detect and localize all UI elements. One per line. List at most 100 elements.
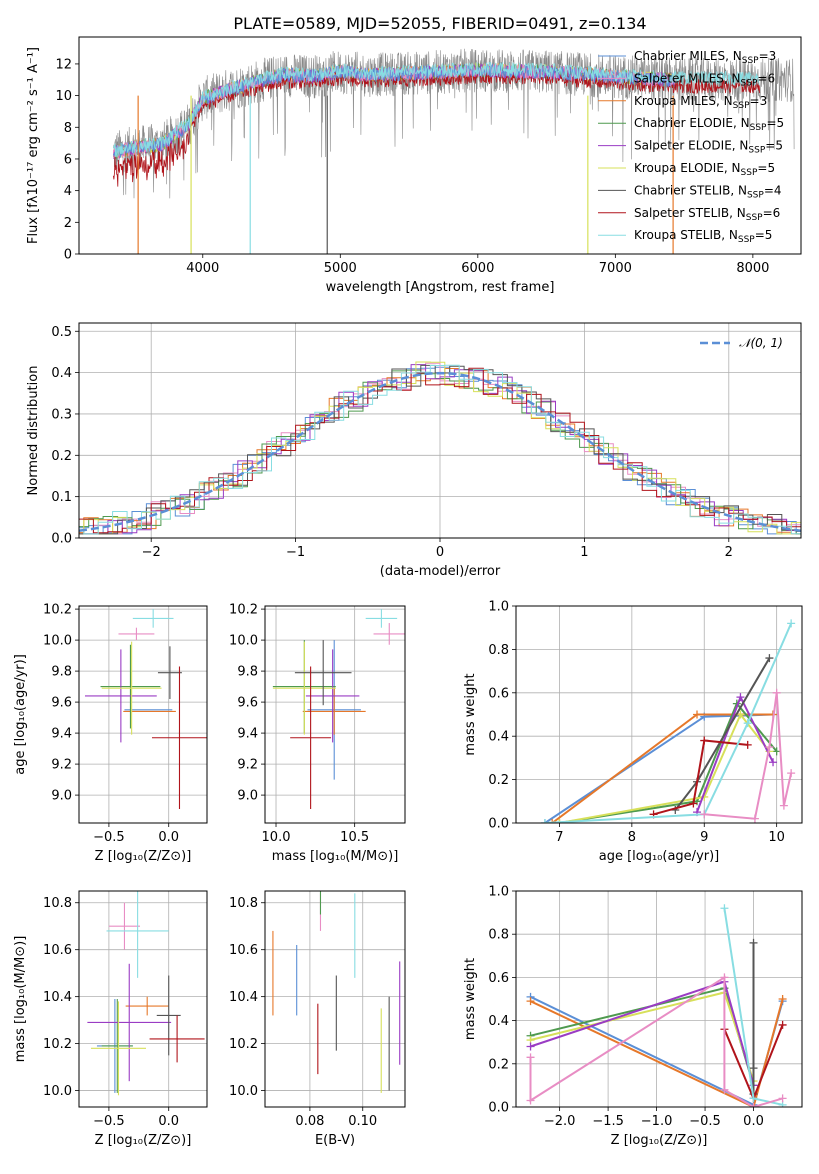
weight_vs_age-series-ce bbox=[559, 701, 778, 823]
age_vs_Z-point-5 bbox=[101, 641, 162, 735]
spectrum-xtick-label-3: 7000 bbox=[599, 261, 632, 276]
spectrum-title: PLATE=0589, MJD=52055, FIBERID=0491, z=0… bbox=[233, 14, 646, 33]
age_vs_mass-xtick-label-1: 10.5 bbox=[340, 830, 369, 845]
age_vs_Z-point-1 bbox=[118, 627, 155, 641]
age_vs_mass-point-8 bbox=[365, 609, 398, 628]
age_vs_mass-xlabel: mass [log₁₀(M/M⊙)] bbox=[272, 849, 399, 864]
weight_vs_age-series-ss-marker-3 bbox=[743, 740, 752, 749]
weight_vs_Z-series-sm-marker-5 bbox=[778, 1094, 787, 1103]
mass_vs_EBV-ytick-label-1: 10.2 bbox=[229, 1037, 258, 1052]
weight_vs_Z-xtick-label-0: −2.0 bbox=[544, 1114, 576, 1129]
weight_vs_age-series-ks-marker-3 bbox=[787, 619, 796, 628]
age_vs_mass-ytick-label-2: 9.4 bbox=[237, 727, 258, 742]
residuals-legend: 𝒩(0, 1) bbox=[700, 336, 783, 350]
residuals-ytick-label-0: 0.0 bbox=[51, 532, 72, 547]
age_vs_mass-frame bbox=[264, 605, 406, 824]
weight_vs_age-plot-area bbox=[540, 619, 796, 823]
mass_vs_EBV-ytick-label-0: 10.0 bbox=[229, 1084, 258, 1099]
mass_vs_Z-point-4 bbox=[87, 963, 172, 1082]
weight_vs_Z-ytick-label-1: 0.2 bbox=[488, 1057, 509, 1072]
spectrum-plot-area bbox=[113, 48, 795, 254]
age_vs_Z-plot-area bbox=[84, 609, 207, 810]
spectrum-legend-label-2: Kroupa MILES, NSSP=3 bbox=[634, 94, 767, 111]
spectrum-xtick-label-1: 5000 bbox=[324, 261, 357, 276]
weight_vs_age-series-ke-marker-0 bbox=[555, 819, 564, 823]
mass_vs_Z-point-8 bbox=[106, 891, 169, 978]
weight_vs_Z-ytick-label-5: 1.0 bbox=[488, 885, 509, 900]
age_vs_mass-ytick-label-3: 9.6 bbox=[237, 696, 258, 711]
weight_vs_age-series-sm-marker-3 bbox=[772, 688, 781, 697]
mass_vs_Z-point-7 bbox=[149, 1015, 205, 1063]
residuals-ytick-label-1: 0.1 bbox=[51, 490, 72, 505]
age_vs_Z-ytick-label-1: 9.2 bbox=[51, 758, 72, 773]
mass_vs_EBV-ytick-label-3: 10.6 bbox=[229, 943, 258, 958]
age_vs_mass-xtick-label-0: 10.0 bbox=[262, 830, 291, 845]
age_vs_Z-xlabel: Z [log₁₀(Z/Z⊙)] bbox=[95, 849, 192, 864]
spectrum-legend-label-3: Chabrier ELODIE, NSSP=5 bbox=[634, 116, 784, 133]
weight_vs_age-series-ks-marker-0 bbox=[540, 819, 549, 823]
spectrum-legend-label-7: Salpeter STELIB, NSSP=6 bbox=[634, 206, 780, 223]
spectrum-ytick-label-6: 12 bbox=[55, 57, 72, 72]
mass_vs_Z-point-1 bbox=[108, 902, 141, 950]
spectrum-axes: 4000 5000 6000 7000 8000 0 2 4 6 8 10 12 wavelength … bbox=[26, 14, 802, 295]
weight_vs_Z-series-sm-marker-3 bbox=[720, 1085, 729, 1094]
spectrum-series-ks bbox=[113, 61, 760, 158]
age_vs_Z-point-3 bbox=[100, 644, 161, 729]
spectrum-ytick-label-4: 8 bbox=[64, 121, 72, 136]
weight_vs_age-series-km-marker-1 bbox=[693, 710, 702, 719]
residuals-xtick-label-0: −2 bbox=[142, 545, 161, 560]
weight_vs_age-xtick-label-0: 7 bbox=[555, 830, 563, 845]
mass_vs_Z-frame bbox=[78, 890, 208, 1108]
weight_vs_age-series-ke bbox=[559, 712, 771, 823]
residuals-histogram-ss bbox=[79, 367, 801, 534]
spectrum-ytick-label-0: 0 bbox=[64, 248, 72, 263]
weight_vs_Z-series-ke bbox=[530, 991, 755, 1082]
mass_vs_Z-plot-area bbox=[87, 891, 205, 1096]
residuals-ytick-label-2: 0.2 bbox=[51, 449, 72, 464]
weight_vs_age-series-km-marker-0 bbox=[548, 819, 557, 823]
age_vs_mass-point-5 bbox=[272, 641, 336, 735]
weight_vs_Z-ylabel: mass weight bbox=[463, 958, 478, 1040]
mass_vs_Z-xlabel: Z [log₁₀(Z/Z⊙)] bbox=[95, 1133, 192, 1148]
mass_vs_Z-ylabel: mass [log₁₀(M/M⊙)] bbox=[13, 936, 28, 1063]
mass_vs_EBV-xlabel: E(B-V) bbox=[315, 1133, 355, 1148]
weight_vs_age-series-sm-marker-0 bbox=[700, 810, 709, 819]
age_vs_Z-ytick-label-4: 9.8 bbox=[51, 665, 72, 680]
residuals-plot-area bbox=[79, 361, 801, 535]
weight_vs_age-ytick-label-3: 0.6 bbox=[488, 686, 509, 701]
spectrum-ytick-label-3: 6 bbox=[64, 152, 72, 167]
weight_vs_age-xtick-label-3: 10 bbox=[768, 830, 785, 845]
age_vs_mass-ytick-label-5: 10.0 bbox=[229, 634, 258, 649]
age_vs_mass-point-6 bbox=[294, 640, 352, 706]
mass_vs_Z-point-5 bbox=[90, 1001, 146, 1096]
mass_vs_Z-xtick-label-1: 0.0 bbox=[158, 1114, 179, 1129]
weight_vs_Z-series-sm-marker-2 bbox=[720, 973, 729, 982]
weight_vs_Z-series-se-marker-0 bbox=[526, 1042, 535, 1051]
weight_vs_age-xlabel: age [log₁₀(age/yr)] bbox=[599, 849, 720, 864]
mass_vs_Z-point-2 bbox=[125, 996, 169, 1016]
residuals-xtick-label-2: 0 bbox=[436, 545, 444, 560]
spectrum-ylabel: Flux [fλ10⁻¹⁷ erg cm⁻² s⁻¹ A⁻¹] bbox=[26, 47, 41, 244]
spectrum-legend-label-5: Kroupa ELODIE, NSSP=5 bbox=[634, 161, 775, 178]
weight_vs_age-ytick-label-0: 0.0 bbox=[488, 817, 509, 832]
age_vs_mass-point-2 bbox=[302, 688, 366, 735]
weight_vs_Z-ytick-label-4: 0.8 bbox=[488, 928, 509, 943]
age_vs_Z-ylabel: age [log₁₀(age/yr)] bbox=[13, 654, 28, 775]
mass_vs_Z-ytick-label-3: 10.6 bbox=[43, 943, 72, 958]
weight_vs_age-series-ke-marker-2 bbox=[736, 710, 745, 719]
weight_vs_age-series-se-marker-2 bbox=[769, 758, 778, 767]
weight_vs_age-series-sm-marker-5 bbox=[787, 769, 796, 778]
weight_vs_age-ytick-label-4: 0.8 bbox=[488, 643, 509, 658]
spectrum-series-gray bbox=[113, 48, 795, 199]
residuals-frame bbox=[78, 322, 802, 539]
weight_vs_age-series-cs-marker-2 bbox=[765, 654, 774, 663]
spectrum-ytick-label-1: 2 bbox=[64, 216, 72, 231]
weight_vs_age-frame bbox=[515, 605, 803, 824]
spectrum-xlabel: wavelength [Angstrom, rest frame] bbox=[326, 280, 555, 295]
weight_vs_Z-series-km-marker-0 bbox=[526, 997, 535, 1006]
weight_vs_age-xtick-label-1: 8 bbox=[628, 830, 636, 845]
residuals-histogram-ks bbox=[79, 364, 801, 535]
age_vs_Z-ytick-label-6: 10.2 bbox=[43, 603, 72, 618]
residuals-ytick-label-5: 0.5 bbox=[51, 325, 72, 340]
